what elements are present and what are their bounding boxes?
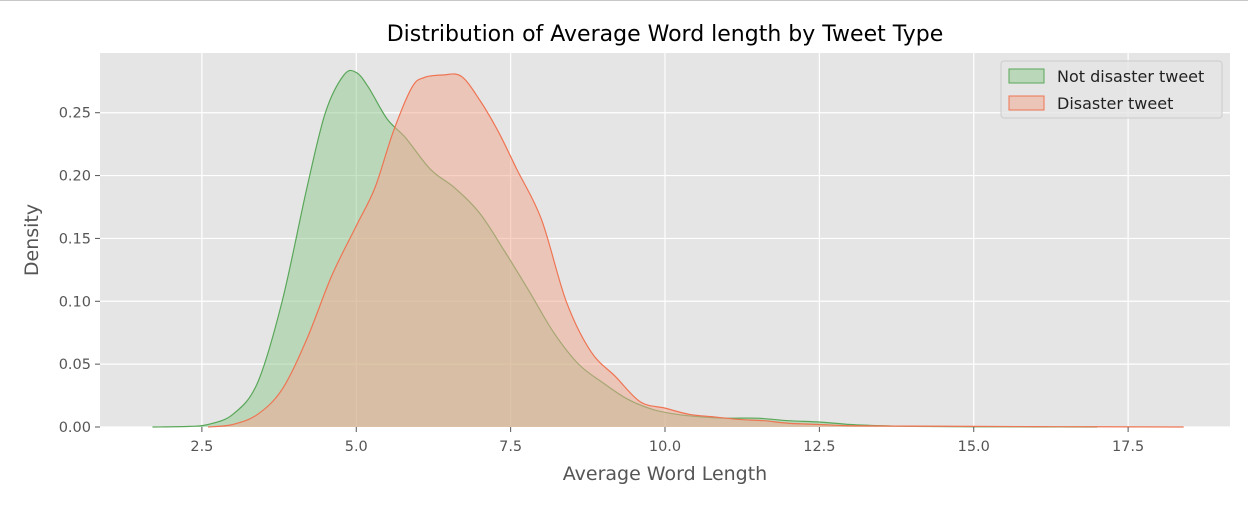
chart-title: Distribution of Average Word length by T…	[387, 22, 944, 47]
x-axis-label: Average Word Length	[563, 463, 767, 485]
x-tick-label: 7.5	[499, 439, 522, 455]
axes: 2.5 5.0 7.5 10.0 12.5 15.0 17.5 0.00 0.05 0.10 0.1…	[59, 106, 1145, 455]
y-tick-label: 0.10	[59, 294, 91, 310]
x-tick-label: 12.5	[803, 439, 835, 455]
legend-frame	[1000, 60, 1223, 119]
density-line	[207, 73, 1184, 428]
legend-label: Not disaster tweet	[1057, 67, 1204, 86]
legend-label: Disaster tweet	[1057, 94, 1173, 113]
x-tick-label: 17.5	[1112, 439, 1144, 455]
y-tick-label: 0.25	[59, 106, 91, 122]
y-tick-label: 0.00	[59, 420, 91, 436]
y-tick-label: 0.15	[59, 231, 91, 247]
legend-swatch	[1008, 68, 1045, 84]
series-disaster	[207, 73, 1184, 428]
y-tick-label: 0.20	[59, 169, 91, 185]
legend-swatch	[1008, 95, 1045, 111]
density-area	[208, 73, 1184, 427]
x-tick-label: 15.0	[958, 439, 990, 455]
y-axis-label: Density	[21, 204, 43, 276]
density-areas	[152, 69, 1184, 428]
x-tick-label: 5.0	[345, 439, 368, 455]
y-tick-label: 0.05	[59, 357, 91, 373]
top-border	[0, 0, 1248, 1]
x-tick-label: 2.5	[190, 439, 213, 455]
x-tick-label: 10.0	[649, 439, 681, 455]
legend: Not disaster tweet Disaster tweet	[1000, 60, 1223, 119]
